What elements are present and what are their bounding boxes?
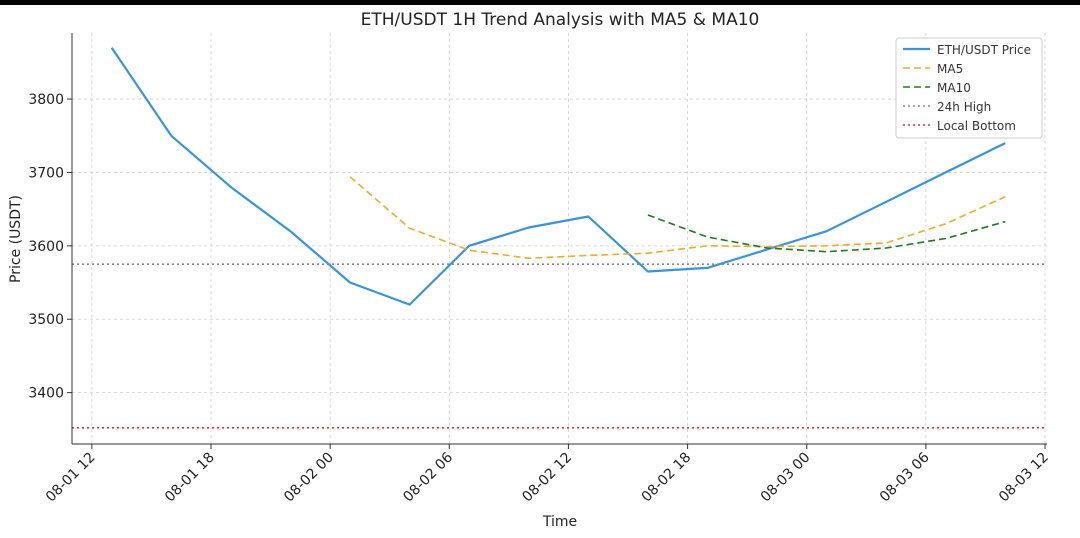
- top-border: [0, 0, 1080, 5]
- legend-label: MA10: [937, 81, 971, 95]
- y-tick-label: 3400: [28, 386, 64, 402]
- legend-box: [895, 37, 1043, 139]
- series-line-ma10: [647, 214, 1006, 253]
- y-tick-label: 3600: [28, 239, 64, 255]
- series-line-eth-usdt-price: [110, 47, 1006, 306]
- x-tick-label: 08-03 00: [758, 450, 814, 506]
- x-tick-label: 08-03 12: [996, 450, 1052, 506]
- chart-title: ETH/USDT 1H Trend Analysis with MA5 & MA…: [361, 10, 760, 30]
- x-tick-label: 08-01 18: [162, 450, 218, 506]
- x-tick-label: 08-03 06: [877, 449, 933, 505]
- x-axis-label: Time: [542, 514, 577, 530]
- x-tick-label: 08-02 18: [639, 450, 695, 506]
- y-tick-label: 3700: [28, 165, 64, 181]
- legend-label: 24h High: [937, 100, 991, 114]
- y-tick-label: 3500: [28, 312, 64, 328]
- x-tick-label: 08-02 00: [281, 450, 337, 506]
- legend-label: MA5: [937, 62, 963, 76]
- series-layer: [72, 47, 1047, 429]
- legend-label: ETH/USDT Price: [937, 43, 1031, 57]
- legend-label: Local Bottom: [937, 119, 1016, 133]
- y-tick-label: 3800: [28, 92, 64, 108]
- x-tick-label: 08-02 06: [400, 449, 456, 505]
- x-tick-label: 08-02 12: [519, 450, 575, 506]
- y-axis-label: Price (USDT): [8, 195, 24, 283]
- axes: [71, 33, 1047, 445]
- ticks: 3400 3500 3600 3700 3800 08-01 12 08-01 18 08-0…: [28, 92, 1051, 505]
- legend: ETH/USDT Price MA5 MA10 24h High Local Botto…: [895, 37, 1043, 139]
- x-tick-label: 08-01 12: [43, 450, 99, 506]
